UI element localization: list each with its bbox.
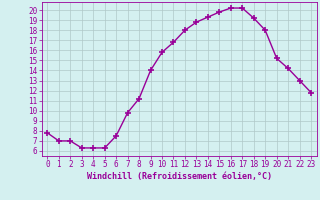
X-axis label: Windchill (Refroidissement éolien,°C): Windchill (Refroidissement éolien,°C) — [87, 172, 272, 181]
